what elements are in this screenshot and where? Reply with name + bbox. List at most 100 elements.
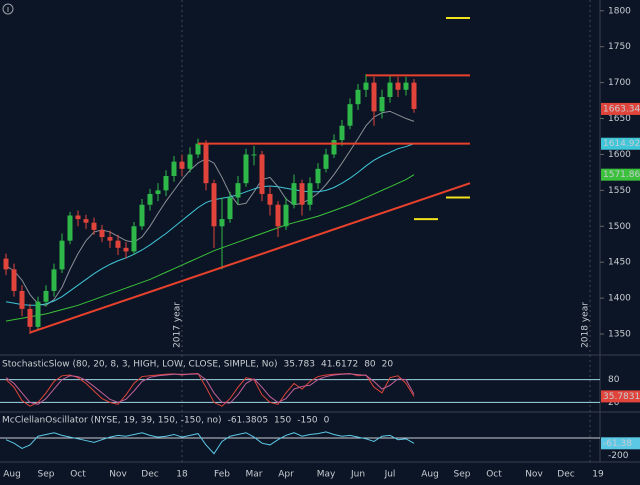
- x-tick-label: Aug: [421, 470, 439, 480]
- candle-body: [163, 176, 169, 191]
- price-badge: [601, 102, 640, 115]
- indicator-title: StochasticSlow (80, 20, 8, 3, HIGH, LOW,…: [2, 360, 277, 370]
- candle-body: [395, 82, 401, 90]
- y-tick-label: 80: [608, 375, 620, 385]
- y-tick-label: 1700: [608, 78, 631, 88]
- x-tick-label: Nov: [525, 470, 543, 480]
- candle-body: [315, 168, 321, 184]
- candle-body: [99, 229, 105, 238]
- candle-body: [235, 183, 241, 198]
- x-tick-label: Sep: [38, 470, 55, 480]
- x-tick-label: Apr: [278, 470, 294, 480]
- x-tick-label: May: [317, 470, 336, 480]
- y-tick-label: 1400: [608, 294, 631, 304]
- y-tick-label: -200: [608, 451, 629, 461]
- candle-body: [59, 240, 65, 270]
- candle-body: [51, 269, 57, 291]
- price-badge-label: 35.7831: [603, 392, 640, 402]
- candle-body: [91, 222, 97, 230]
- candle-body: [339, 125, 345, 141]
- x-tick-label: Nov: [109, 470, 127, 480]
- indicator-readout: -61.3805: [228, 416, 268, 426]
- price-badge: [601, 437, 640, 450]
- candle-body: [19, 290, 25, 309]
- y-tick-label: 1600: [608, 150, 631, 160]
- candle-body: [195, 143, 201, 155]
- candle-body: [387, 82, 393, 97]
- price-badge-label: -61.38: [603, 439, 632, 449]
- info-icon[interactable]: [2, 3, 14, 15]
- candle-body: [11, 269, 17, 291]
- price-badge: [601, 168, 640, 181]
- x-tick-label: Oct: [486, 470, 502, 480]
- indicator-readout: -150: [297, 416, 318, 426]
- candle-body: [323, 154, 329, 169]
- candle-body: [331, 140, 337, 155]
- x-tick-label: Dec: [141, 470, 158, 480]
- candle-body: [379, 96, 385, 112]
- x-tick-label: Sep: [454, 470, 471, 480]
- x-tick-label: Feb: [214, 470, 230, 480]
- indicator-readout: 20: [382, 360, 394, 370]
- candle-body: [411, 82, 417, 109]
- candle-body: [187, 154, 193, 169]
- price-badge-label: 1571.86: [603, 170, 640, 180]
- x-tick-label: 18: [176, 470, 188, 480]
- candle-body: [179, 161, 185, 169]
- candle-body: [123, 247, 129, 252]
- candle-body: [355, 89, 361, 105]
- year-marker-label: 2017 year: [173, 302, 183, 348]
- moving-average-line: [5, 110, 415, 306]
- candle-body: [35, 301, 41, 327]
- candle-body: [211, 183, 217, 227]
- price-badge: [601, 390, 640, 403]
- candle-body: [115, 240, 121, 248]
- year-marker-label: 2018 year: [581, 302, 591, 348]
- candle-body: [307, 183, 313, 205]
- candle-body: [3, 258, 9, 270]
- price-badge-label: 1614.92: [603, 139, 640, 149]
- trendline: [29, 182, 471, 334]
- candle-body: [243, 154, 249, 184]
- candle-body: [403, 82, 409, 90]
- candle-body: [275, 204, 281, 227]
- candle-body: [259, 154, 265, 194]
- candle-body: [251, 154, 257, 156]
- indicator-readout: 35.783: [283, 360, 315, 370]
- indicator-readout: 41.6172: [321, 360, 358, 370]
- candle-body: [83, 219, 89, 223]
- candle-body: [67, 215, 73, 241]
- indicator-readout: 150: [274, 416, 291, 426]
- candle-body: [371, 82, 377, 112]
- price-badge: [601, 137, 640, 150]
- candle-body: [227, 197, 233, 220]
- indicator-line: [5, 373, 415, 405]
- y-tick-label: 1650: [608, 114, 631, 124]
- candle-body: [363, 82, 369, 90]
- indicator-title: McClellanOscillator (NYSE, 19, 39, 150, …: [2, 416, 222, 426]
- candle-body: [283, 204, 289, 227]
- candle-body: [147, 193, 153, 205]
- x-tick-label: Jul: [384, 470, 396, 480]
- y-tick-label: 1350: [608, 330, 631, 340]
- candle-body: [171, 161, 177, 176]
- x-tick-label: 19: [592, 470, 604, 480]
- x-tick-label: Jun: [350, 470, 365, 480]
- candle-body: [267, 193, 273, 205]
- indicator-readout: 0: [324, 416, 330, 426]
- x-tick-label: Oct: [70, 470, 86, 480]
- candle-body: [107, 237, 113, 241]
- candle-body: [291, 183, 297, 205]
- candle-body: [347, 104, 353, 126]
- y-tick-label: 1750: [608, 42, 631, 52]
- candle-body: [139, 204, 145, 227]
- price-badge-label: 1663.34: [603, 104, 640, 114]
- x-tick-label: Aug: [3, 470, 21, 480]
- y-tick-label: 1800: [608, 6, 631, 16]
- candle-body: [155, 190, 161, 194]
- moving-average-line: [5, 143, 415, 306]
- y-tick-label: 1450: [608, 258, 631, 268]
- candle-body: [75, 215, 81, 220]
